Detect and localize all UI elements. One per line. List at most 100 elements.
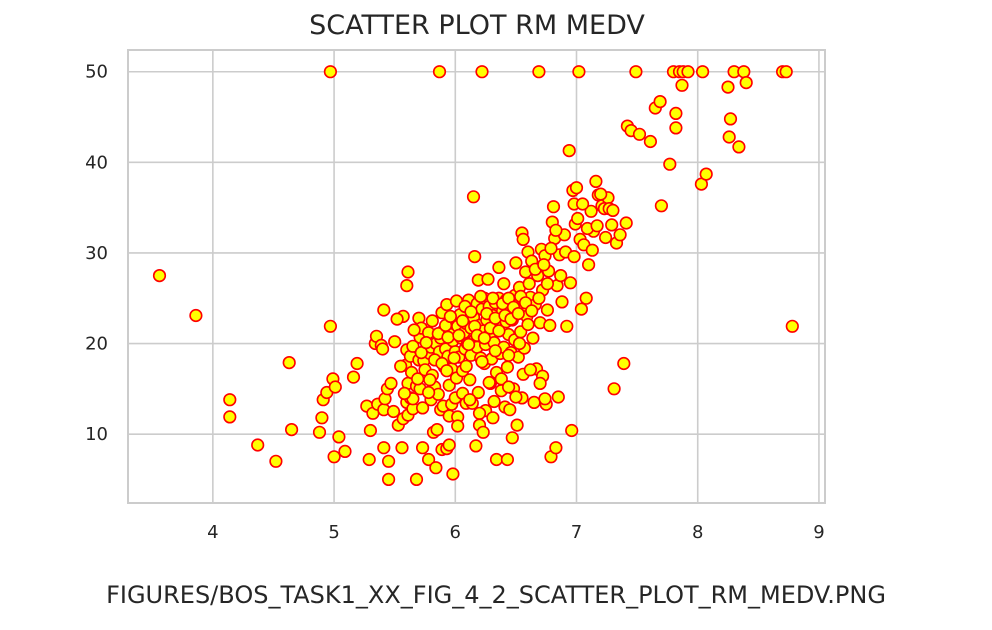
scatter-point: [489, 452, 504, 467]
scatter-point: [486, 291, 500, 305]
scatter-point: [723, 112, 738, 126]
x-tick-label: 5: [328, 522, 339, 543]
scatter-point: [312, 425, 327, 439]
scatter-point: [440, 364, 454, 378]
scatter-point: [579, 291, 593, 305]
scatter-point: [251, 438, 265, 452]
scatter-point: [585, 243, 599, 257]
scatter-point: [555, 295, 569, 309]
scatter-point: [544, 241, 558, 255]
scatter-point: [469, 439, 483, 453]
scatter-point: [390, 312, 404, 326]
scatter-point: [223, 393, 237, 407]
scatter-point: [543, 318, 557, 333]
scatter-point: [502, 348, 516, 362]
scatter-point: [565, 423, 579, 438]
scatter-point: [563, 276, 578, 290]
scatter-point: [538, 392, 552, 406]
scatter-point: [732, 140, 746, 154]
scatter-point: [409, 472, 424, 487]
x-tick-label: 8: [692, 522, 703, 543]
x-tick-label: 6: [450, 522, 461, 543]
scatter-point: [377, 303, 391, 317]
scatter-point: [338, 444, 352, 459]
scatter-point: [474, 289, 488, 304]
scatter-point: [223, 410, 237, 424]
scatter-point: [452, 328, 466, 343]
scatter-point: [562, 144, 576, 158]
scatter-point: [400, 279, 414, 293]
scatter-point: [386, 404, 401, 419]
figure-caption: FIGURES/BOS_TASK1_XX_FIG_4_2_SCATTER_PLO…: [106, 581, 886, 609]
scatter-point: [350, 356, 364, 371]
scatter-point: [551, 390, 565, 404]
scatter-point: [779, 65, 793, 79]
scatter-point: [425, 314, 439, 328]
scatter-point: [492, 260, 506, 275]
scatter-point: [407, 323, 421, 337]
scatter-point: [569, 181, 584, 195]
scatter-point: [521, 317, 535, 332]
scatter-point: [533, 376, 547, 391]
scatter-point: [699, 167, 713, 181]
scatter-point: [511, 307, 525, 321]
scatter-point: [500, 360, 515, 374]
scatter-point: [442, 438, 456, 452]
scatter-point: [643, 134, 658, 149]
scatter-point: [488, 344, 502, 358]
scatter-point: [497, 277, 511, 291]
x-tick-label: 9: [813, 522, 824, 543]
scatter-point: [494, 372, 508, 386]
scatter-point: [282, 356, 296, 370]
scatter-point: [540, 303, 555, 317]
scatter-point: [346, 370, 361, 384]
x-tick-label: 4: [207, 522, 218, 543]
y-tick-label: 40: [85, 152, 108, 173]
scatter-point: [432, 65, 447, 79]
scatter-point: [451, 419, 465, 433]
y-axis-ticks: 10 20 30 40 50: [85, 62, 108, 445]
scatter-point: [382, 454, 396, 468]
scatter-point: [423, 373, 437, 387]
scatter-point: [430, 423, 444, 437]
scatter-point: [416, 401, 430, 415]
scatter-point: [446, 467, 460, 481]
scatter-point: [477, 331, 492, 345]
scatter-point: [509, 390, 523, 404]
scatter-point: [594, 187, 608, 201]
scatter-point: [384, 376, 398, 391]
scatter-point: [654, 199, 669, 213]
scatter-point: [572, 65, 586, 79]
scatter-point: [598, 230, 613, 245]
scatter-point: [481, 272, 495, 286]
y-tick-label: 20: [85, 334, 108, 355]
scatter-point: [574, 302, 589, 316]
scatter-point: [323, 65, 338, 79]
y-tick-label: 50: [85, 62, 108, 83]
scatter-point: [522, 277, 536, 291]
scatter-point: [468, 250, 482, 264]
scatter-point: [549, 441, 563, 455]
scatter-point: [377, 441, 391, 455]
scatter-point: [739, 75, 753, 90]
scatter-point: [327, 450, 341, 464]
scatter-point: [590, 219, 604, 233]
scatter-point: [503, 403, 517, 417]
x-axis-ticks: 4 5 6 7 8 9: [207, 522, 825, 543]
scatter-point: [737, 65, 751, 79]
scatter-point: [540, 277, 555, 291]
scatter-point: [721, 80, 735, 94]
scatter-point: [526, 331, 540, 345]
scatter-point: [560, 319, 574, 333]
scatter-point: [475, 355, 489, 369]
scatter-point: [422, 385, 436, 400]
scatter-point: [669, 121, 683, 135]
scatter-point: [466, 190, 481, 204]
scatter-point: [401, 265, 415, 279]
scatter-point: [462, 337, 476, 352]
scatter-point: [532, 291, 546, 305]
scatter-point: [584, 204, 598, 218]
scatter-point: [581, 258, 596, 272]
scatter-point: [443, 309, 458, 324]
scatter-point: [532, 65, 546, 79]
